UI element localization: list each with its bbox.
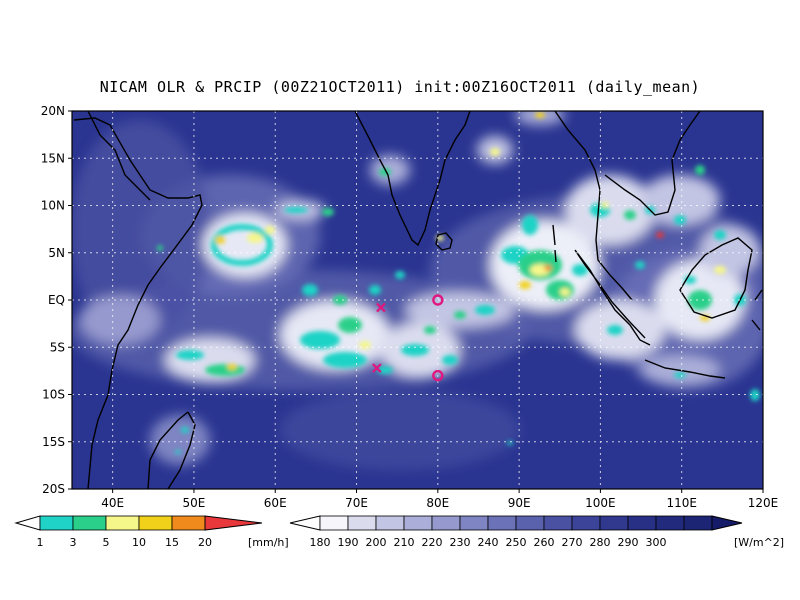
olr-swatch xyxy=(347,515,377,531)
lon-tick-label: 90E xyxy=(508,496,531,510)
lat-tick-label: 10S xyxy=(42,388,65,402)
storm-markers xyxy=(372,294,444,382)
lon-tick-label: 110E xyxy=(666,496,697,510)
olr-colorbar-label: 180 xyxy=(310,536,331,549)
olr-high-arrow xyxy=(711,515,743,531)
precip-colorbar-label: 3 xyxy=(70,536,77,549)
olr-colorbar-label: 290 xyxy=(618,536,639,549)
chart-title: NICAM OLR & PRCIP (00Z21OCT2011) init:00… xyxy=(99,78,701,96)
olr-colorbar-label: 270 xyxy=(562,536,583,549)
precip-colorbar-label: 1 xyxy=(37,536,44,549)
graticule xyxy=(72,111,763,489)
precip-high-arrow xyxy=(204,515,263,531)
olr-colorbar-label: 210 xyxy=(394,536,415,549)
olr-colorbar-label: 230 xyxy=(450,536,471,549)
olr-colorbar: 180 190 200 210 220 230 240 250 260 270 280 290 300 [… xyxy=(289,515,784,549)
precip-swatch xyxy=(39,515,74,531)
olr-swatch xyxy=(431,515,461,531)
olr-colorbar-label: 200 xyxy=(366,536,387,549)
lat-tick-label: EQ xyxy=(48,293,65,307)
olr-swatch xyxy=(543,515,573,531)
lat-tick-label: 5S xyxy=(50,340,65,354)
precip-colorbar-label: 15 xyxy=(165,536,179,549)
olr-colorbar-label: 220 xyxy=(422,536,443,549)
olr-colorbar-label: 250 xyxy=(506,536,527,549)
precip-swatch xyxy=(138,515,173,531)
lat-tick-label: 15N xyxy=(41,151,65,165)
lon-tick-label: 80E xyxy=(426,496,449,510)
precip-low-arrow xyxy=(14,515,41,531)
olr-swatch xyxy=(459,515,489,531)
lon-tick-label: 40E xyxy=(101,496,124,510)
precip-colorbar-label: 20 xyxy=(198,536,212,549)
lon-tick-label: 120E xyxy=(748,496,779,510)
plot-area xyxy=(72,111,763,489)
olr-colorbar-unit: [W/m^2] xyxy=(734,536,784,549)
olr-swatch xyxy=(655,515,685,531)
lon-tick-label: 50E xyxy=(183,496,206,510)
coastlines xyxy=(73,111,763,489)
precip-colorbar: 1 3 5 10 15 20 [mm/h] xyxy=(14,515,289,549)
olr-swatch xyxy=(487,515,517,531)
circle-marker xyxy=(432,369,444,382)
lat-tick-label: 10N xyxy=(41,199,65,213)
precip-colorbar-label: 5 xyxy=(103,536,110,549)
precip-colorbar-label: 10 xyxy=(132,536,146,549)
lat-tick-label: 5N xyxy=(48,246,65,260)
olr-swatch xyxy=(403,515,433,531)
cross-marker xyxy=(376,302,386,313)
circle-marker xyxy=(432,294,444,306)
lon-tick-label: 60E xyxy=(264,496,287,510)
precipitation-field xyxy=(157,112,760,454)
olr-swatch xyxy=(571,515,601,531)
precip-colorbar-unit: [mm/h] xyxy=(248,536,289,549)
lat-tick-label: 15S xyxy=(42,435,65,449)
olr-swatch xyxy=(683,515,713,531)
olr-swatch xyxy=(515,515,545,531)
olr-low-arrow xyxy=(289,515,321,531)
olr-colorbar-label: 240 xyxy=(478,536,499,549)
lon-tick-label: 70E xyxy=(345,496,368,510)
longitude-axis-labels: 40E 50E 60E 70E 80E 90E 100E 110E 120E xyxy=(101,496,778,510)
latitude-axis-labels: 20N 15N 10N 5N EQ 5S 10S 15S 20S xyxy=(41,104,65,496)
olr-swatch xyxy=(627,515,657,531)
precip-swatch xyxy=(171,515,206,531)
axis-ticks xyxy=(68,110,764,493)
lat-tick-label: 20N xyxy=(41,104,65,118)
lat-tick-label: 20S xyxy=(42,482,65,496)
olr-swatch xyxy=(375,515,405,531)
precip-swatch xyxy=(105,515,140,531)
lon-tick-label: 100E xyxy=(585,496,616,510)
olr-colorbar-label: 300 xyxy=(646,536,667,549)
olr-colorbar-label: 190 xyxy=(338,536,359,549)
olr-colorbar-label: 260 xyxy=(534,536,555,549)
olr-swatch xyxy=(319,515,349,531)
olr-swatch xyxy=(599,515,629,531)
olr-colorbar-label: 280 xyxy=(590,536,611,549)
precip-swatch xyxy=(72,515,107,531)
cross-marker xyxy=(372,363,382,373)
